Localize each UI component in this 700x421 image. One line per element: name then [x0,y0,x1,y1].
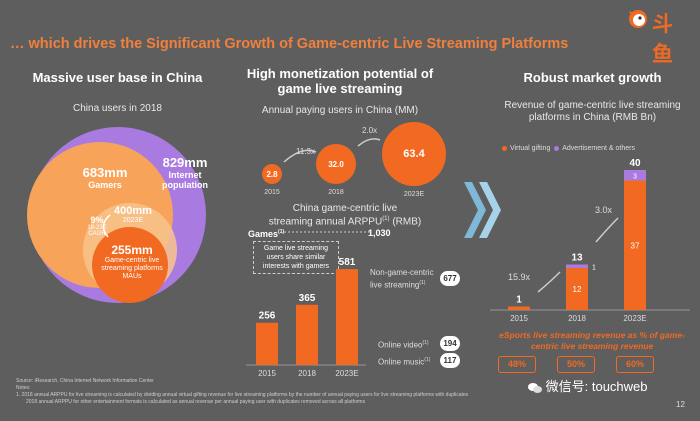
bubble-year-2023E: 2023E [404,191,425,198]
benchmark-label-nongame: Non-game-centric live streaming(1) [370,268,434,290]
benchmark-value-video: 194 [440,336,460,351]
mau-2018-circle [92,227,168,303]
bubble-year-2015: 2015 [264,189,280,196]
revenue-total-2015: 1 [516,295,522,306]
revenue-year-2015: 2015 [510,314,528,323]
benchmark-label-music: Online music(1) [378,357,431,367]
multiplier-15x: 15.9x [508,272,531,282]
revenue-ads-bar-2023E [624,170,646,181]
esports-pct-2023: 60% [616,356,654,373]
benchmark-value-nongame: 677 [440,271,460,286]
multiplier-11x: 11.3x [296,147,315,156]
games-label: Games(1) [248,229,285,239]
bubble-value-2023E: 63.4 [403,148,425,160]
logo-text: 斗鱼 [652,12,673,66]
games-dotted-line [284,231,370,233]
revenue-total-2023E: 40 [629,158,641,169]
revenue-gifting-label-2018: 12 [573,285,582,294]
left-heading: Massive user base in China [32,70,203,85]
multiplier-3x: 3.0x [595,205,613,215]
arppu-bar-2015 [256,322,278,365]
legend-gifting-swatch [502,145,507,151]
page-number: 12 [676,400,685,409]
bubble-year-2018: 2018 [328,189,344,196]
mau-2018-label: 255mm Game-centric live streaming platfo… [101,243,163,280]
watermark: 微信号: touchweb [528,376,648,395]
arppu-year-2023E: 2023E [335,369,358,378]
page-title: … which drives the Significant Growth of… [10,36,569,52]
mau-2023-label: 400mm 2023E [114,205,152,224]
internet-label: 829mm Internet population [162,155,208,190]
paying-users-bubbles: 2.8 2015 32.0 2018 63.4 2023E [262,122,446,198]
cagr-label: 9% 18-23E CAGR [87,215,107,237]
games-value: 1,030 [368,228,391,238]
arppu-value-2018: 365 [299,293,316,304]
growth-arrow-2 [357,138,381,147]
revenue-ads-bar-2018 [566,264,588,268]
bubble-2023E [382,122,446,186]
fish-mascot-icon [629,10,647,28]
revenue-bar-2015 [508,306,530,310]
user-base-venn [27,127,206,303]
gamers-label: 683mm Gamers [82,165,128,190]
revenue-gifting-label-2023E: 37 [631,241,640,250]
growth-arrow-1 [283,149,317,163]
esports-title: eSports live streaming revenue as % of g… [499,330,685,351]
revenue-year-2023E: 2023E [623,314,646,323]
arppu-year-2015: 2015 [258,369,276,378]
revenue-bar-chart: 1 2015 12 1 13 2018 37 3 40 2023E [490,158,690,323]
revenue-gifting-bar-2023E [624,180,646,310]
douyu-logo: 斗鱼 [626,5,688,66]
arppu-value-2015: 256 [259,311,276,322]
bubble-2015 [262,164,282,184]
arppu-value-2023E: 581 [339,257,356,268]
right-subheading: Revenue of game-centric live streaming p… [504,100,681,123]
revenue-growth-arrow-2 [595,217,619,243]
arppu-bar-2023E [336,269,358,365]
chevrons-icon [464,182,501,238]
wechat-icon [528,382,542,393]
revenue-gifting-bar-2018 [566,268,588,310]
revenue-growth-arrow-1 [537,271,561,293]
benchmark-value-music: 117 [440,353,460,368]
bubbles-title: Annual paying users in China (MM) [261,105,419,116]
right-heading: Robust market growth [523,70,662,85]
middle-heading: High monetization potential of game live… [246,66,434,96]
benchmark-label-video: Online video(1) [378,340,429,350]
revenue-total-2018: 13 [571,253,583,264]
bubble-2018 [316,144,356,184]
esports-pct-2015: 48% [498,356,536,373]
multiplier-2x: 2.0x [362,126,378,135]
revenue-legend: Virtual gifting Advertisement & others [502,145,635,152]
revenue-ads-label-2018: 1 [592,264,596,271]
revenue-ads-label-2023E: 3 [633,173,637,180]
legend-ads-swatch [554,145,560,151]
cagr-arrow [102,214,111,238]
bubble-value-2015: 2.8 [266,170,278,179]
bubble-value-2018: 32.0 [328,160,344,169]
footnotes: Source: iResearch, China Internet Networ… [16,378,469,405]
arppu-year-2018: 2018 [298,369,316,378]
callout-box: Game live streaming users share similar … [253,241,339,274]
arppu-title: China game-centric live streaming annual… [268,203,422,228]
arppu-bar-chart: 256 2015 365 2018 581 2023E [246,257,366,378]
revenue-year-2018: 2018 [568,314,586,323]
left-subheading: China users in 2018 [73,103,162,114]
esports-pct-2018: 50% [557,356,595,373]
arppu-bar-2018 [296,304,318,365]
